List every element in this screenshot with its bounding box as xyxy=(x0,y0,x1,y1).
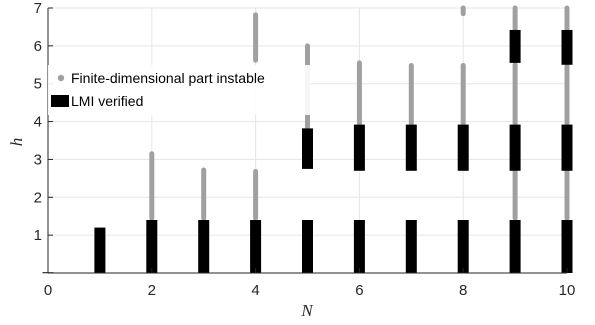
legend-box xyxy=(48,65,310,115)
lmi-bar xyxy=(250,220,262,273)
x-tick-label: 0 xyxy=(44,282,52,299)
lmi-bar xyxy=(94,227,106,273)
legend-marker-instable xyxy=(57,74,65,82)
lmi-bar xyxy=(146,220,158,273)
legend-marker-lmi xyxy=(51,95,69,107)
lmi-bar xyxy=(302,128,313,169)
x-tick-label: 6 xyxy=(355,282,363,299)
lmi-bar xyxy=(353,220,365,273)
lmi-bar xyxy=(405,220,417,273)
x-tick-label: 4 xyxy=(251,282,259,299)
lmi-series xyxy=(42,29,573,274)
lmi-bar xyxy=(457,124,469,171)
lmi-bar xyxy=(561,220,573,273)
y-tick-label: 4 xyxy=(34,114,42,131)
legend-label-instable: Finite-dimensional part instable xyxy=(71,70,265,86)
y-tick-label: 6 xyxy=(34,38,42,55)
legend: Finite-dimensional part instable LMI ver… xyxy=(48,65,310,115)
x-tick-label: 8 xyxy=(459,282,467,299)
lmi-bar xyxy=(302,220,313,273)
y-tick-label: 2 xyxy=(34,189,42,206)
y-axis-label: h xyxy=(7,138,26,147)
y-tick-label: 5 xyxy=(34,76,42,93)
x-tick-label: 10 xyxy=(559,282,576,299)
y-tick-label: 7 xyxy=(34,0,42,17)
lmi-bar xyxy=(198,220,210,273)
lmi-bar xyxy=(509,124,521,171)
y-tick-label: 1 xyxy=(34,227,42,244)
lmi-bar xyxy=(457,220,469,273)
x-axis-label: N xyxy=(300,301,314,320)
lmi-bar xyxy=(561,29,573,65)
x-tick-label: 2 xyxy=(148,282,156,299)
y-tick-label: 3 xyxy=(34,151,42,168)
lmi-bar xyxy=(509,220,521,273)
lmi-bar xyxy=(353,124,365,171)
legend-label-lmi: LMI verified xyxy=(71,93,143,109)
lmi-bar xyxy=(561,124,573,171)
lmi-bar xyxy=(405,124,417,171)
lmi-bar xyxy=(509,29,521,63)
